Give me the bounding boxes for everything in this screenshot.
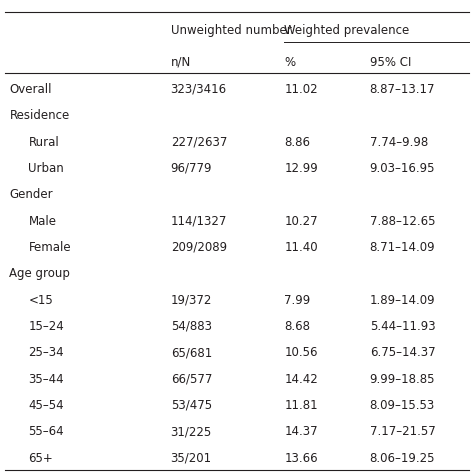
Text: Urban: Urban [28, 162, 64, 175]
Text: 227/2637: 227/2637 [171, 135, 227, 149]
Text: 114/1327: 114/1327 [171, 214, 227, 227]
Text: 5.44–11.93: 5.44–11.93 [370, 319, 435, 332]
Text: Gender: Gender [9, 188, 53, 201]
Text: 96/779: 96/779 [171, 162, 212, 175]
Text: 7.99: 7.99 [284, 293, 310, 306]
Text: 15–24: 15–24 [28, 319, 64, 332]
Text: 9.03–16.95: 9.03–16.95 [370, 162, 435, 175]
Text: 95% CI: 95% CI [370, 55, 411, 69]
Text: 25–34: 25–34 [28, 346, 64, 358]
Text: 10.56: 10.56 [284, 346, 318, 358]
Text: Female: Female [28, 240, 71, 253]
Text: 6.75–14.37: 6.75–14.37 [370, 346, 435, 358]
Text: 11.40: 11.40 [284, 240, 318, 253]
Text: 35–44: 35–44 [28, 372, 64, 385]
Text: Weighted prevalence: Weighted prevalence [284, 24, 410, 37]
Text: 31/225: 31/225 [171, 425, 212, 437]
Text: 66/577: 66/577 [171, 372, 212, 385]
Text: 14.42: 14.42 [284, 372, 318, 385]
Text: 35/201: 35/201 [171, 451, 212, 464]
Text: 7.74–9.98: 7.74–9.98 [370, 135, 428, 149]
Text: 7.88–12.65: 7.88–12.65 [370, 214, 435, 227]
Text: Rural: Rural [28, 135, 59, 149]
Text: 55–64: 55–64 [28, 425, 64, 437]
Text: %: % [284, 55, 295, 69]
Text: 8.09–15.53: 8.09–15.53 [370, 398, 435, 411]
Text: 14.37: 14.37 [284, 425, 318, 437]
Text: 1.89–14.09: 1.89–14.09 [370, 293, 435, 306]
Text: Residence: Residence [9, 109, 70, 122]
Text: 209/2089: 209/2089 [171, 240, 227, 253]
Text: 8.71–14.09: 8.71–14.09 [370, 240, 435, 253]
Text: 9.99–18.85: 9.99–18.85 [370, 372, 435, 385]
Text: 12.99: 12.99 [284, 162, 318, 175]
Text: 54/883: 54/883 [171, 319, 211, 332]
Text: 8.06–19.25: 8.06–19.25 [370, 451, 435, 464]
Text: 65+: 65+ [28, 451, 53, 464]
Text: 8.86: 8.86 [284, 135, 310, 149]
Text: 323/3416: 323/3416 [171, 83, 227, 96]
Text: 19/372: 19/372 [171, 293, 212, 306]
Text: n/N: n/N [171, 55, 191, 69]
Text: 45–54: 45–54 [28, 398, 64, 411]
Text: Overall: Overall [9, 83, 52, 96]
Text: 10.27: 10.27 [284, 214, 318, 227]
Text: <15: <15 [28, 293, 53, 306]
Text: Age group: Age group [9, 267, 70, 280]
Text: 65/681: 65/681 [171, 346, 212, 358]
Text: 11.81: 11.81 [284, 398, 318, 411]
Text: 11.02: 11.02 [284, 83, 318, 96]
Text: 13.66: 13.66 [284, 451, 318, 464]
Text: 8.68: 8.68 [284, 319, 310, 332]
Text: 8.87–13.17: 8.87–13.17 [370, 83, 435, 96]
Text: Male: Male [28, 214, 56, 227]
Text: 7.17–21.57: 7.17–21.57 [370, 425, 436, 437]
Text: Unweighted number: Unweighted number [171, 24, 292, 37]
Text: 53/475: 53/475 [171, 398, 212, 411]
